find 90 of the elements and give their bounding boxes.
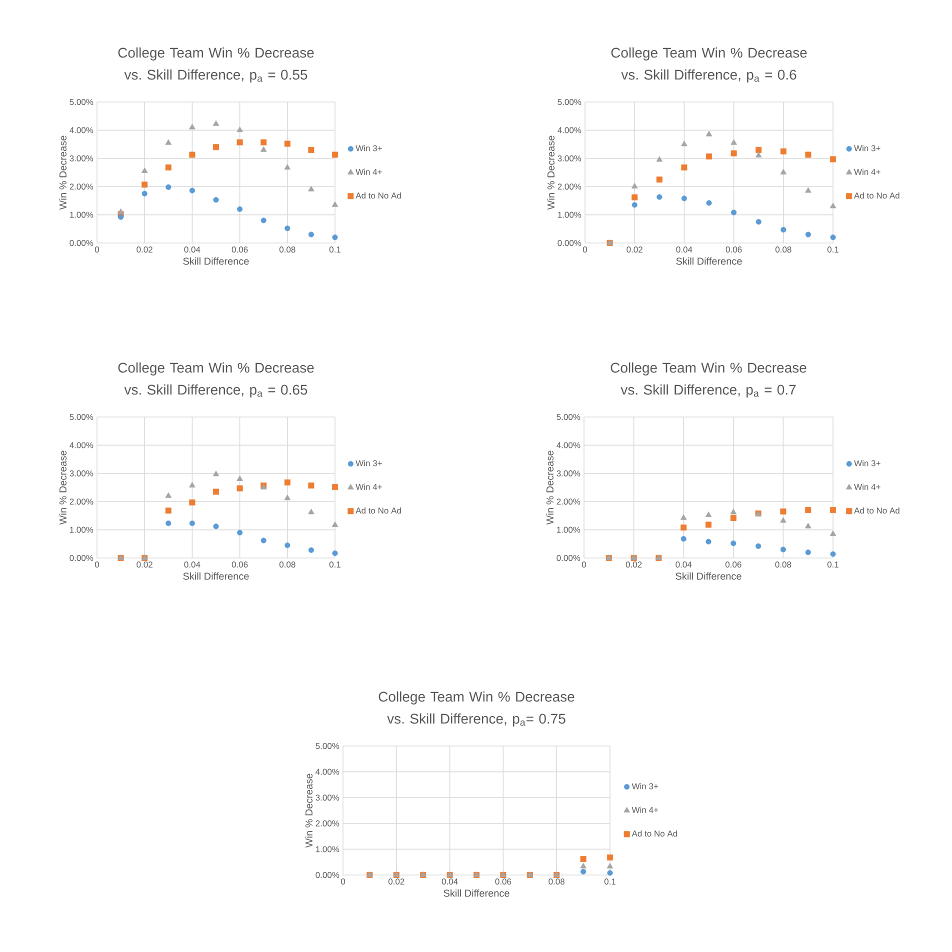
x-tick-label: 0 [94, 562, 100, 568]
y-tick-label: 2.00% [556, 498, 580, 505]
y-axis-title: Win % Decrease [59, 450, 66, 525]
x-tick-label: 0.02 [626, 246, 642, 253]
chart-title: College Team Win % Decrease vs. Skill Difference, p$_{a}$ = 0.6 [611, 47, 807, 82]
y-tick-label: 0.00% [70, 240, 94, 246]
x-tick-label: 0.04 [184, 246, 200, 253]
legend-label: Ad to No Ad [356, 192, 401, 199]
chart-title: College Team Win % Decrease vs. Skill Difference, p$_{a}$= 0.75 [378, 691, 574, 726]
y-axis-title: Win % Decrease [546, 450, 554, 525]
x-tick-label: 0.1 [329, 246, 340, 253]
y-tick-label: 1.00% [70, 526, 94, 533]
x-tick-label: 0.04 [676, 246, 692, 253]
y-tick-label: 3.00% [70, 155, 94, 162]
chart-title: College Team Win % Decrease vs. Skill Difference, p$_{a}$ = 0.7 [610, 362, 806, 398]
x-tick-label: 0.06 [726, 246, 742, 253]
x-tick-label: 0.08 [279, 246, 296, 253]
x-tick-label: 0.1 [827, 562, 839, 568]
x-tick-label: 0 [582, 562, 586, 568]
x-tick-label: 0 [94, 246, 100, 253]
y-tick-label: 1.00% [557, 526, 580, 533]
y-axis-title: Win % Decrease [305, 774, 312, 848]
y-tick-label: 2.00% [558, 184, 582, 190]
y-tick-label: 4.00% [70, 442, 94, 448]
x-tick-label: 0.02 [626, 562, 642, 568]
y-tick-label: 3.00% [556, 470, 580, 476]
y-tick-label: 4.00% [558, 127, 582, 134]
y-axis-title: Win % Decrease [547, 136, 555, 210]
x-axis-title: Skill Difference [444, 889, 510, 897]
y-tick-label: 0.00% [558, 240, 582, 246]
y-tick-label: 5.00% [558, 98, 582, 105]
legend-label: Win 3+ [356, 144, 382, 152]
x-tick-label: 0.04 [442, 878, 458, 885]
y-tick-label: 3.00% [70, 470, 94, 476]
x-axis-title: Skill Difference [183, 572, 249, 580]
y-tick-label: 0.00% [556, 554, 580, 561]
x-tick-label: 0.1 [827, 246, 839, 253]
y-tick-label: 1.00% [558, 212, 582, 218]
x-tick-label: 0.1 [604, 878, 616, 885]
x-axis-title: Skill Difference [676, 572, 742, 580]
legend-label: Win 3+ [632, 783, 658, 790]
legend-label: Win 4+ [854, 168, 880, 175]
x-tick-label: 0.06 [725, 562, 742, 568]
y-tick-label: 5.00% [556, 414, 580, 420]
legend-label: Ad to No Ad [356, 507, 401, 514]
legend-label: Ad to No Ad [632, 830, 678, 837]
legend-label: Win 4+ [356, 168, 382, 175]
y-tick-label: 2.00% [70, 498, 94, 505]
x-tick-label: 0.06 [232, 246, 248, 253]
legend-label: Win 3+ [356, 460, 382, 466]
x-tick-label: 0.02 [136, 246, 152, 253]
legend-label: Win 4+ [854, 484, 880, 490]
x-tick-label: 0.1 [329, 562, 340, 568]
x-tick-label: 0.06 [495, 878, 512, 885]
y-tick-label: 0.00% [316, 872, 340, 878]
x-tick-label: 0 [582, 246, 588, 253]
x-tick-label: 0.08 [775, 246, 792, 253]
legend-label: Ad to No Ad [854, 192, 900, 199]
y-tick-label: 0.00% [70, 554, 94, 561]
x-axis-title: Skill Difference [676, 257, 742, 265]
y-tick-label: 2.00% [316, 820, 340, 826]
y-tick-label: 5.00% [70, 98, 94, 105]
y-tick-label: 4.00% [70, 127, 94, 134]
x-tick-label: 0.08 [279, 562, 296, 568]
x-tick-label: 0.04 [676, 562, 692, 568]
y-tick-label: 1.00% [316, 846, 340, 852]
y-tick-label: 4.00% [316, 768, 340, 775]
x-tick-label: 0.08 [775, 562, 792, 568]
chart-title: College Team Win % Decrease vs. Skill Difference, p$_{a}$ = 0.65 [118, 362, 314, 398]
y-tick-label: 5.00% [316, 742, 340, 750]
x-tick-label: 0.06 [232, 562, 248, 568]
y-tick-label: 1.00% [70, 212, 94, 218]
y-tick-label: 4.00% [556, 442, 580, 448]
y-tick-label: 3.00% [316, 794, 340, 801]
y-tick-label: 5.00% [70, 414, 94, 420]
legend-label: Win 4+ [356, 484, 382, 490]
x-tick-label: 0.02 [388, 878, 404, 885]
y-tick-label: 2.00% [70, 184, 94, 190]
x-tick-label: 0.08 [548, 878, 565, 885]
x-tick-label: 0.02 [136, 562, 152, 568]
legend-label: Ad to No Ad [854, 507, 900, 514]
y-tick-label: 3.00% [558, 155, 582, 162]
legend-label: Win 3+ [854, 144, 880, 152]
x-tick-label: 0.04 [184, 562, 200, 568]
y-axis-title: Win % Decrease [59, 136, 66, 210]
legend-label: Win 3+ [854, 460, 880, 466]
chart-title: College Team Win % Decrease vs. Skill Difference, p$_{a}$ = 0.55 [118, 47, 314, 82]
legend-label: Win 4+ [632, 806, 658, 813]
x-tick-label: 0 [340, 878, 346, 885]
x-axis-title: Skill Difference [183, 257, 249, 265]
